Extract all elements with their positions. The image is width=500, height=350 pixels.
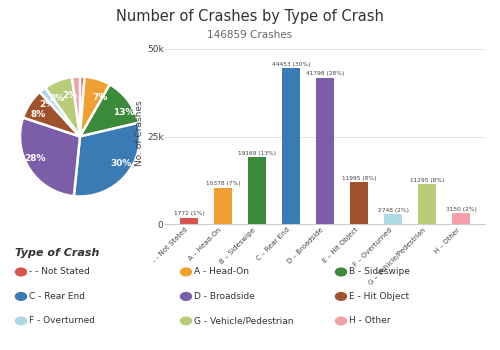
Text: C - Rear End: C - Rear End <box>29 292 85 301</box>
Wedge shape <box>40 88 80 136</box>
Text: E - Hit Object: E - Hit Object <box>349 292 409 301</box>
Wedge shape <box>23 92 80 136</box>
Wedge shape <box>20 118 80 196</box>
Text: D - Broadside: D - Broadside <box>194 292 255 301</box>
Bar <box>282 68 300 224</box>
Text: 2%: 2% <box>62 91 78 100</box>
Text: 10378 (7%): 10378 (7%) <box>206 181 240 186</box>
Text: 28%: 28% <box>24 154 46 163</box>
Text: Type of Crash: Type of Crash <box>15 248 100 259</box>
Text: 7%: 7% <box>92 93 108 102</box>
Bar <box>452 213 470 224</box>
Text: A - Head-On: A - Head-On <box>194 267 249 276</box>
Text: 3150 (2%): 3150 (2%) <box>446 206 476 211</box>
Text: 44453 (30%): 44453 (30%) <box>272 62 310 67</box>
Wedge shape <box>80 77 84 136</box>
Bar <box>418 184 436 224</box>
Text: 30%: 30% <box>110 159 132 168</box>
Text: Number of Crashes by Type of Crash: Number of Crashes by Type of Crash <box>116 9 384 24</box>
Bar <box>180 218 199 224</box>
Bar <box>248 157 266 224</box>
Y-axis label: No. of Crashes: No. of Crashes <box>135 100 144 166</box>
Text: H - Other: H - Other <box>349 316 391 326</box>
Text: 8%: 8% <box>50 94 65 103</box>
Text: F - Overturned: F - Overturned <box>29 316 95 326</box>
Text: 11295 (8%): 11295 (8%) <box>410 178 444 183</box>
Bar <box>214 188 233 224</box>
Text: 2748 (2%): 2748 (2%) <box>378 208 408 213</box>
Wedge shape <box>80 84 138 136</box>
Bar <box>350 182 368 224</box>
Wedge shape <box>80 77 110 136</box>
Text: 146859 Crashes: 146859 Crashes <box>208 30 292 40</box>
Text: 1772 (1%): 1772 (1%) <box>174 211 204 216</box>
Wedge shape <box>45 77 80 136</box>
Text: 41798 (28%): 41798 (28%) <box>306 71 344 76</box>
Text: 19169 (13%): 19169 (13%) <box>238 150 276 155</box>
Text: 13%: 13% <box>112 108 134 117</box>
Bar <box>316 78 334 224</box>
Text: B - Sideswipe: B - Sideswipe <box>349 267 410 276</box>
Bar <box>384 215 402 224</box>
Wedge shape <box>72 77 80 136</box>
Text: 2%: 2% <box>39 100 54 109</box>
Text: 11995 (8%): 11995 (8%) <box>342 176 376 181</box>
Text: G - Vehicle/Pedestrian: G - Vehicle/Pedestrian <box>194 316 294 326</box>
Text: 8%: 8% <box>30 110 46 119</box>
Text: - - Not Stated: - - Not Stated <box>29 267 90 276</box>
Wedge shape <box>74 123 140 196</box>
